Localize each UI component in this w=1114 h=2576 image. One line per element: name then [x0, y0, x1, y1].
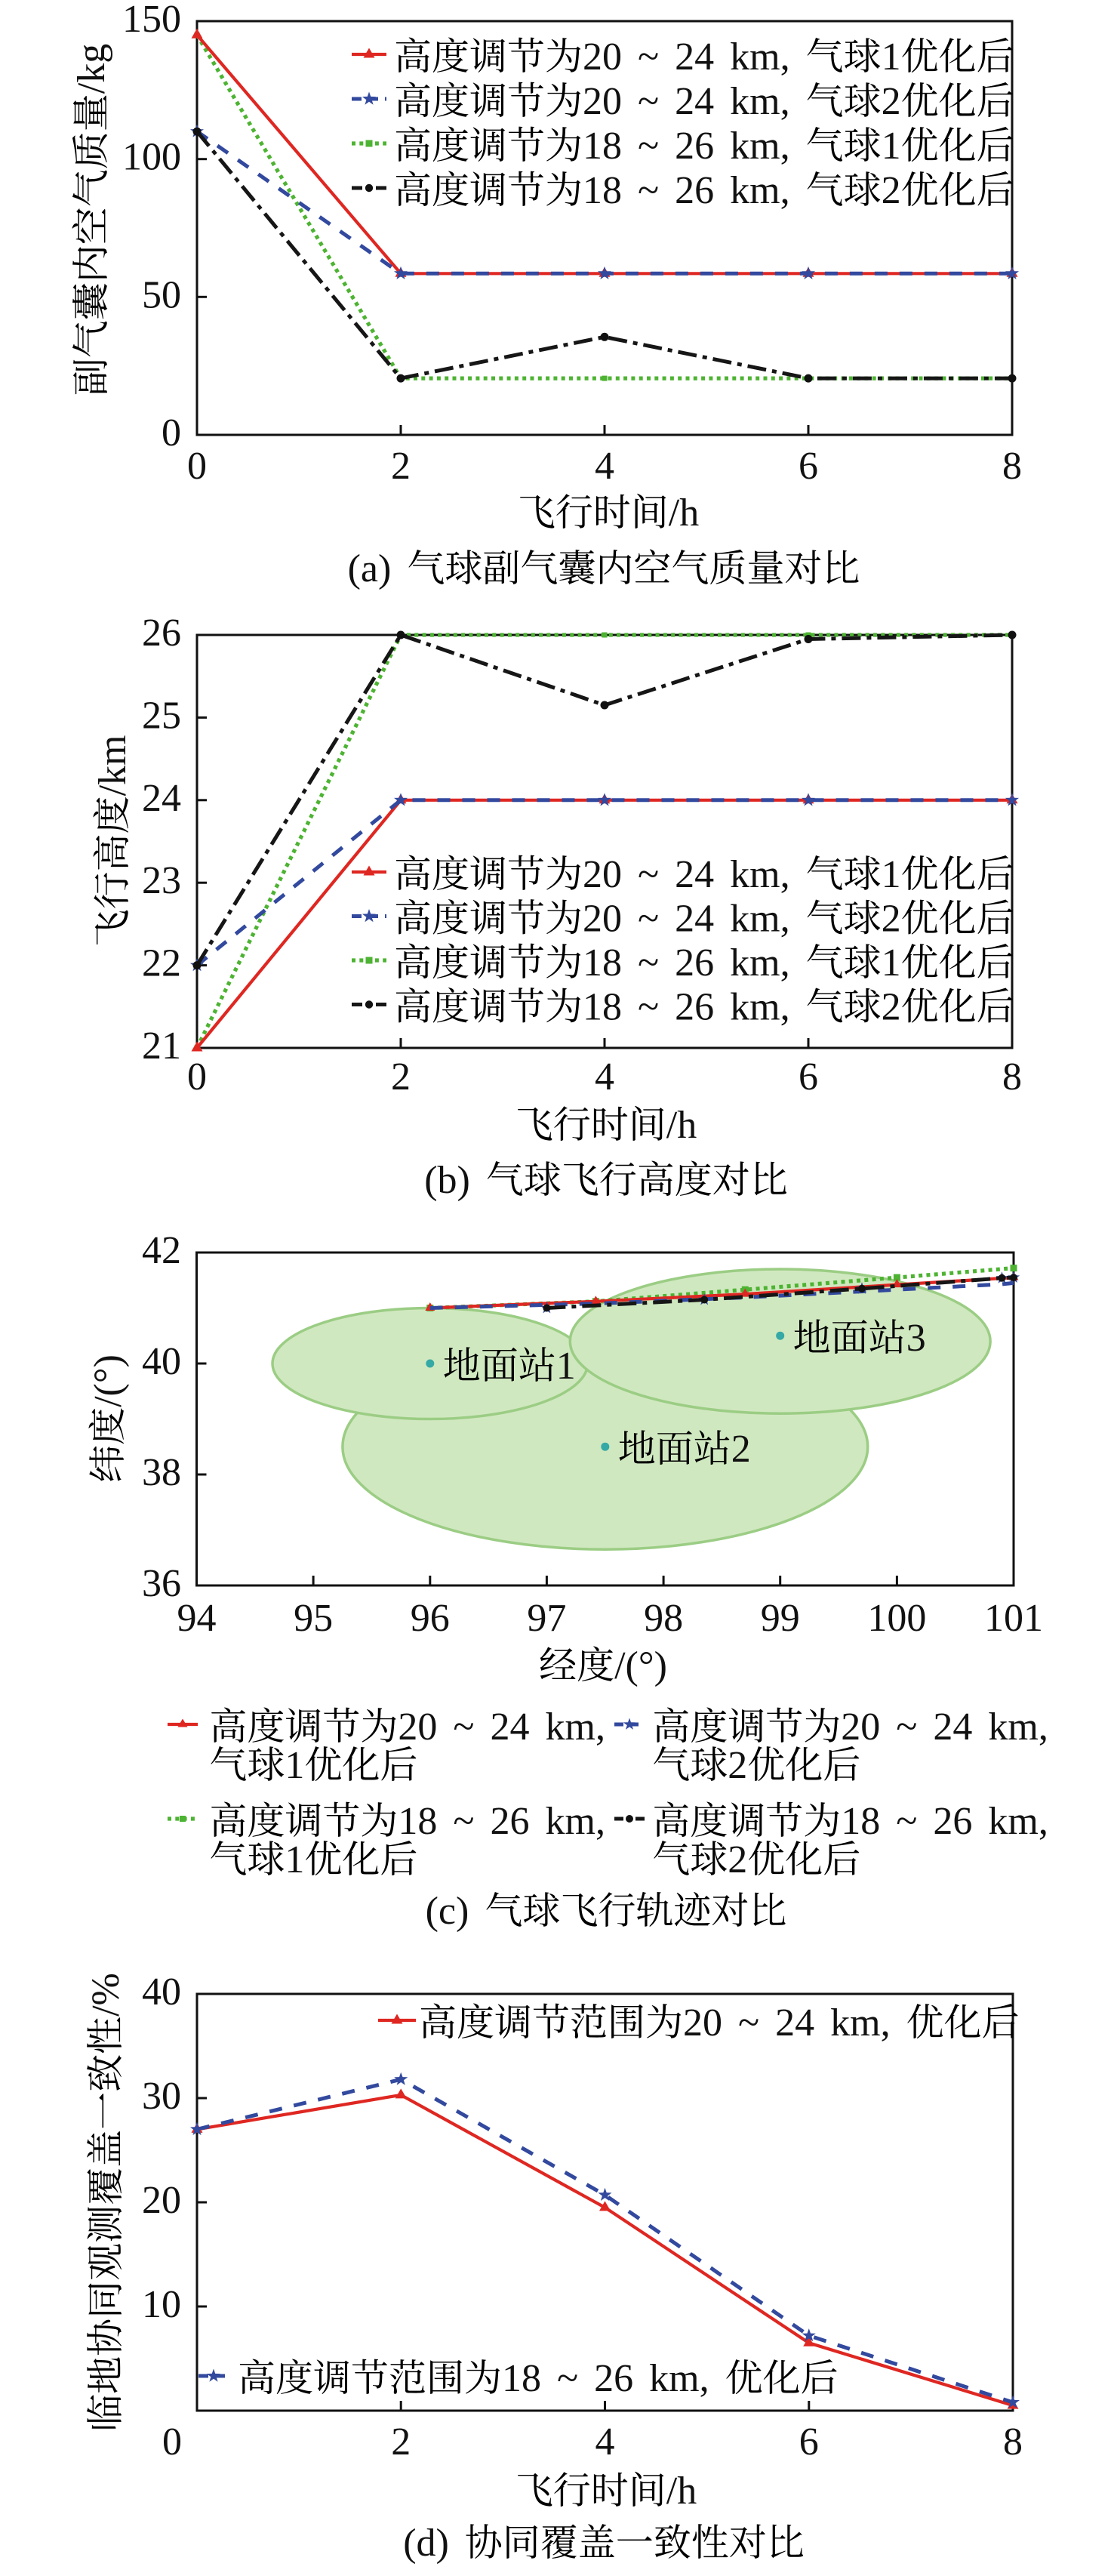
svg-text:2: 2 [391, 1055, 411, 1098]
svg-text:(a): (a) [348, 547, 392, 590]
svg-text:38: 38 [142, 1451, 181, 1494]
svg-text:2: 2 [728, 1744, 747, 1787]
svg-text:97: 97 [527, 1597, 566, 1640]
svg-text:2: 2 [882, 169, 901, 212]
svg-text:2: 2 [882, 986, 901, 1029]
svg-text:1: 1 [556, 1345, 576, 1388]
svg-text:150: 150 [122, 0, 181, 41]
svg-text:0: 0 [187, 445, 207, 488]
svg-text:1: 1 [882, 125, 901, 168]
svg-text:/km: /km [91, 735, 134, 796]
svg-text:8: 8 [1002, 1055, 1022, 1098]
svg-text:/h: /h [666, 2470, 697, 2513]
svg-text:20 ~ 24 km,: 20 ~ 24 km, [583, 35, 790, 79]
svg-text:(c): (c) [426, 1890, 469, 1933]
svg-text:1: 1 [882, 853, 901, 896]
svg-text:95: 95 [294, 1597, 333, 1640]
svg-text:23: 23 [142, 859, 181, 902]
svg-text:50: 50 [142, 273, 181, 316]
svg-text:10: 10 [142, 2283, 181, 2326]
svg-text:40: 40 [142, 1340, 181, 1383]
svg-text:22: 22 [142, 942, 181, 985]
svg-text:18 ~ 26 km,: 18 ~ 26 km, [583, 169, 790, 212]
svg-text:36: 36 [142, 1562, 181, 1605]
svg-text:20 ~ 24 km,: 20 ~ 24 km, [683, 2001, 891, 2044]
svg-text:96: 96 [411, 1597, 450, 1640]
svg-text:1: 1 [285, 1744, 304, 1787]
svg-text:/%: /% [85, 1973, 128, 2017]
svg-text:/(°): /(°) [614, 1644, 667, 1687]
svg-text:6: 6 [799, 2420, 819, 2464]
svg-text:20: 20 [142, 2179, 181, 2222]
svg-text:(d): (d) [403, 2522, 449, 2565]
svg-text:94: 94 [177, 1597, 217, 1640]
svg-text:2: 2 [882, 80, 901, 123]
svg-text:18 ~ 26 km,: 18 ~ 26 km, [583, 986, 790, 1029]
svg-text:0: 0 [162, 2420, 182, 2464]
svg-text:2: 2 [728, 1838, 747, 1881]
svg-text:25: 25 [142, 694, 181, 737]
svg-text:2: 2 [391, 2420, 411, 2464]
svg-text:20 ~ 24 km,: 20 ~ 24 km, [583, 898, 790, 941]
svg-text:1: 1 [882, 35, 901, 79]
svg-text:24: 24 [142, 777, 181, 820]
svg-text:18 ~ 26 km,: 18 ~ 26 km, [583, 941, 790, 984]
svg-text:6: 6 [799, 1055, 818, 1098]
svg-text:18 ~ 26 km,: 18 ~ 26 km, [841, 1800, 1048, 1843]
svg-text:100: 100 [122, 136, 181, 179]
svg-text:21: 21 [142, 1025, 181, 1068]
svg-text:100: 100 [867, 1597, 926, 1640]
svg-text:42: 42 [142, 1229, 181, 1272]
svg-text:1: 1 [285, 1838, 304, 1881]
svg-text:/(°): /(°) [87, 1354, 130, 1407]
svg-text:101: 101 [984, 1597, 1043, 1640]
svg-text:20 ~ 24 km,: 20 ~ 24 km, [583, 80, 790, 123]
svg-text:20 ~ 24 km,: 20 ~ 24 km, [841, 1706, 1048, 1749]
svg-text:0: 0 [187, 1055, 207, 1098]
svg-text:4: 4 [595, 1055, 614, 1098]
svg-text:18 ~ 26 km,: 18 ~ 26 km, [583, 125, 790, 168]
svg-text:26: 26 [142, 612, 181, 655]
svg-text:20 ~ 24 km,: 20 ~ 24 km, [398, 1706, 605, 1749]
svg-text:2: 2 [391, 445, 411, 488]
svg-text:2: 2 [882, 898, 901, 941]
svg-text:0: 0 [162, 411, 181, 454]
svg-text:(b): (b) [424, 1159, 470, 1202]
svg-text:/kg: /kg [70, 44, 113, 94]
svg-text:20 ~ 24 km,: 20 ~ 24 km, [583, 853, 790, 896]
svg-text:30: 30 [142, 2075, 181, 2118]
svg-text:4: 4 [595, 2420, 615, 2464]
svg-text:6: 6 [799, 445, 818, 488]
svg-text:98: 98 [644, 1597, 683, 1640]
svg-text:18 ~ 26 km,: 18 ~ 26 km, [502, 2357, 709, 2400]
svg-text:4: 4 [595, 445, 614, 488]
svg-text:1: 1 [882, 941, 901, 984]
svg-text:99: 99 [761, 1597, 800, 1640]
svg-text:40: 40 [142, 1971, 181, 2014]
svg-text:2: 2 [731, 1428, 751, 1471]
svg-text:/h: /h [669, 491, 699, 535]
svg-text:8: 8 [1002, 445, 1022, 488]
svg-text:/h: /h [666, 1104, 697, 1147]
svg-text:8: 8 [1003, 2420, 1023, 2464]
svg-text:3: 3 [906, 1317, 926, 1360]
svg-text:18 ~ 26 km,: 18 ~ 26 km, [398, 1800, 605, 1843]
